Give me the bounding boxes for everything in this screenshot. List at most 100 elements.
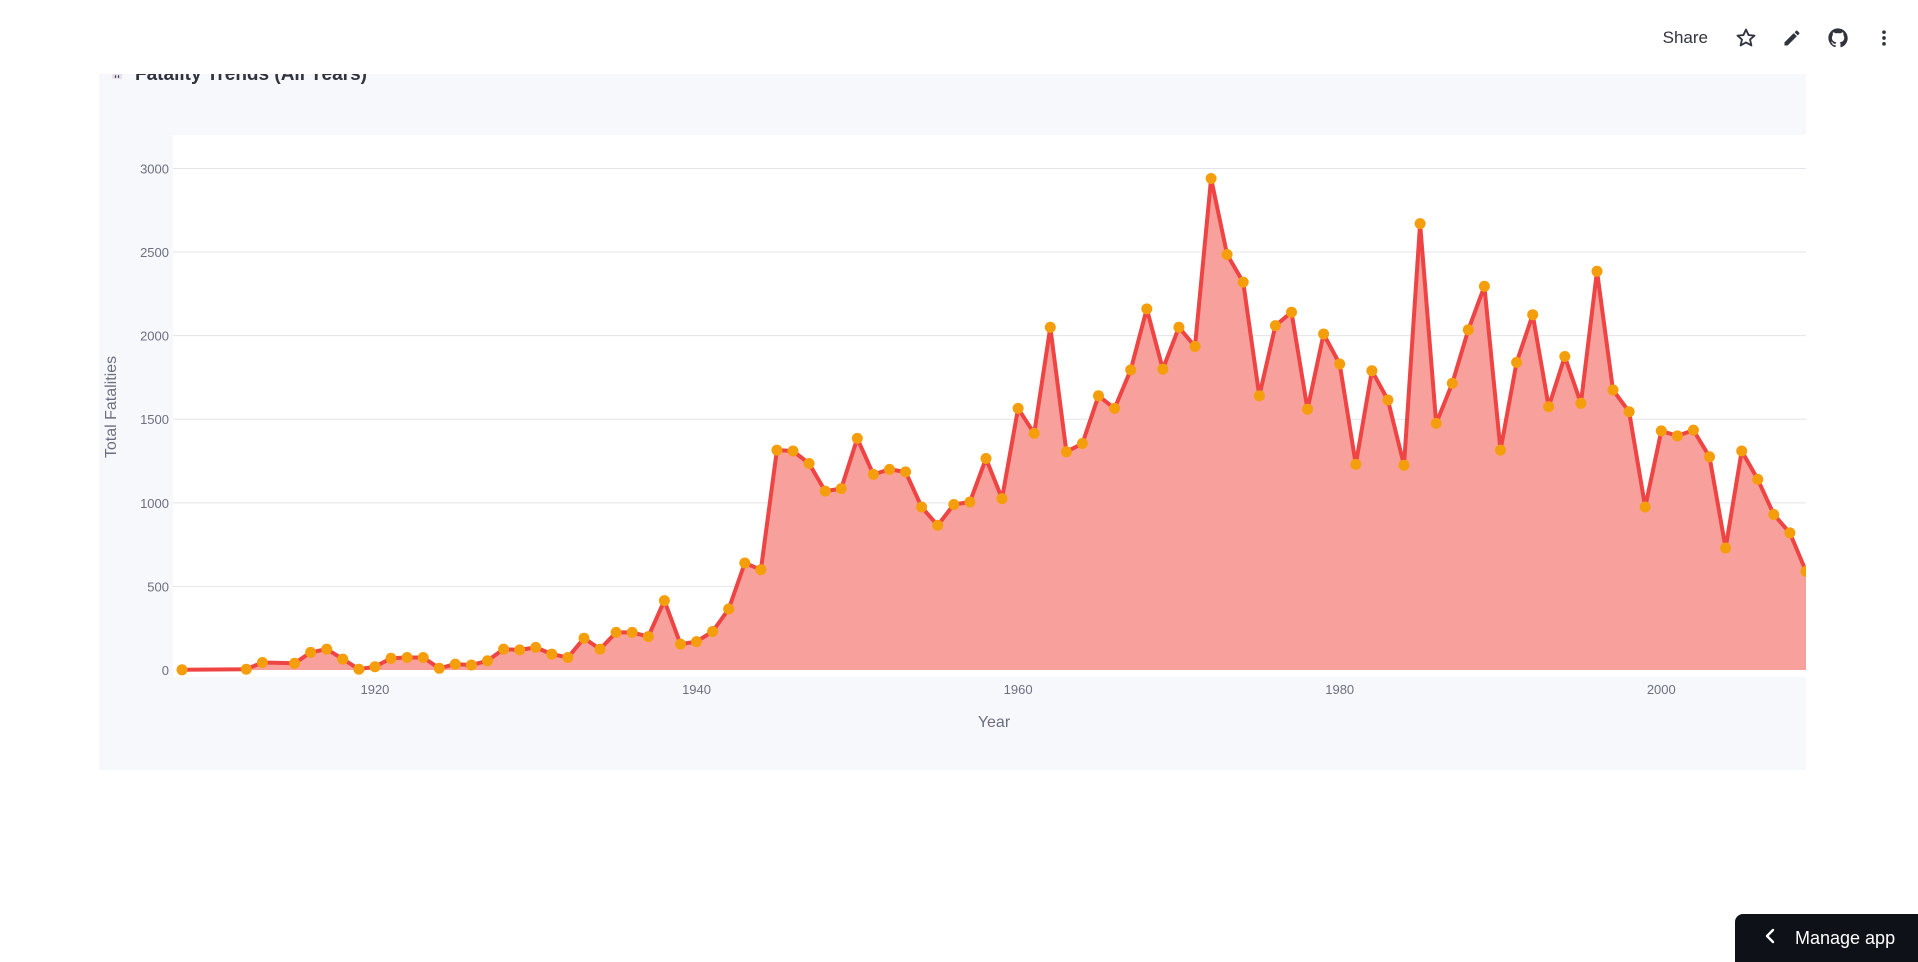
data-point[interactable] — [1398, 459, 1410, 471]
data-point[interactable] — [1752, 473, 1764, 485]
data-point[interactable] — [1623, 406, 1635, 418]
data-point[interactable] — [289, 657, 301, 669]
data-point[interactable] — [305, 646, 317, 658]
data-point[interactable] — [1093, 390, 1104, 402]
data-point[interactable] — [1173, 321, 1185, 333]
data-point[interactable] — [1076, 438, 1088, 449]
data-point[interactable] — [932, 519, 944, 531]
data-point[interactable] — [449, 658, 461, 670]
data-point[interactable] — [1318, 328, 1330, 340]
data-point[interactable] — [530, 641, 542, 653]
data-point[interactable] — [1720, 542, 1732, 554]
data-point[interactable] — [1607, 384, 1619, 396]
data-point[interactable] — [594, 643, 606, 655]
data-point[interactable] — [1221, 249, 1233, 260]
data-point[interactable] — [1591, 265, 1603, 277]
more-vertical-icon[interactable] — [1868, 22, 1900, 54]
data-point[interactable] — [1462, 324, 1474, 336]
data-point[interactable] — [691, 636, 702, 648]
data-point[interactable] — [1302, 403, 1313, 415]
data-point[interactable] — [1768, 509, 1780, 520]
data-point[interactable] — [465, 659, 477, 671]
data-point[interactable] — [1687, 424, 1699, 436]
data-point[interactable] — [658, 595, 670, 607]
manage-app-button[interactable]: Manage app — [1735, 914, 1918, 962]
data-point[interactable] — [996, 493, 1008, 505]
data-point[interactable] — [353, 663, 365, 675]
data-point[interactable] — [1559, 351, 1571, 362]
data-point[interactable] — [1446, 377, 1458, 389]
data-point[interactable] — [1414, 218, 1426, 230]
data-point[interactable] — [916, 501, 928, 513]
data-point[interactable] — [1141, 303, 1153, 315]
data-point[interactable] — [256, 657, 268, 668]
data-point[interactable] — [1334, 358, 1346, 370]
data-point[interactable] — [498, 643, 510, 655]
data-point[interactable] — [1012, 402, 1024, 414]
data-point[interactable] — [1350, 458, 1362, 470]
data-point[interactable] — [433, 662, 445, 674]
data-point[interactable] — [401, 652, 413, 663]
data-point[interactable] — [1237, 276, 1249, 288]
data-point[interactable] — [1125, 364, 1137, 376]
data-point[interactable] — [337, 653, 349, 665]
data-point[interactable] — [675, 638, 686, 650]
data-point[interactable] — [1205, 173, 1217, 184]
data-point[interactable] — [1286, 306, 1297, 318]
data-point[interactable] — [867, 468, 879, 480]
data-point[interactable] — [1157, 363, 1169, 375]
star-icon[interactable] — [1730, 22, 1762, 54]
data-point[interactable] — [1527, 309, 1539, 321]
data-point[interactable] — [1495, 444, 1506, 456]
data-point[interactable] — [546, 648, 558, 660]
data-point[interactable] — [964, 496, 976, 508]
data-point[interactable] — [771, 444, 783, 456]
data-point[interactable] — [948, 499, 960, 510]
data-point[interactable] — [884, 463, 895, 475]
data-point[interactable] — [1028, 427, 1040, 439]
data-point[interactable] — [1543, 401, 1555, 413]
data-point[interactable] — [642, 631, 654, 643]
data-point[interactable] — [787, 445, 799, 457]
data-point[interactable] — [1044, 321, 1056, 333]
data-point[interactable] — [707, 626, 719, 637]
share-button[interactable]: Share — [1655, 24, 1716, 52]
data-point[interactable] — [482, 655, 493, 667]
data-point[interactable] — [1736, 445, 1748, 457]
data-point[interactable] — [240, 663, 252, 675]
data-point[interactable] — [739, 557, 751, 569]
data-point[interactable] — [626, 626, 638, 638]
data-point[interactable] — [562, 652, 574, 663]
data-point[interactable] — [980, 453, 992, 464]
data-point[interactable] — [835, 483, 847, 495]
github-icon[interactable] — [1822, 22, 1854, 54]
data-point[interactable] — [1189, 341, 1201, 352]
data-point[interactable] — [1784, 527, 1796, 539]
data-point[interactable] — [1655, 425, 1667, 437]
data-point[interactable] — [1575, 397, 1587, 409]
pencil-icon[interactable] — [1776, 22, 1808, 54]
data-point[interactable] — [1704, 451, 1715, 463]
data-point[interactable] — [819, 485, 831, 497]
data-point[interactable] — [1671, 430, 1683, 442]
data-point[interactable] — [1060, 446, 1072, 458]
data-point[interactable] — [1639, 501, 1651, 513]
data-point[interactable] — [321, 643, 333, 655]
data-point[interactable] — [1382, 394, 1394, 406]
data-point[interactable] — [610, 626, 622, 638]
data-point[interactable] — [1430, 417, 1442, 429]
data-point[interactable] — [514, 644, 526, 656]
data-point[interactable] — [755, 564, 767, 576]
data-point[interactable] — [1366, 365, 1378, 377]
data-point[interactable] — [1511, 356, 1523, 368]
data-point[interactable] — [1253, 390, 1265, 402]
data-point[interactable] — [385, 652, 397, 664]
data-point[interactable] — [723, 603, 735, 615]
data-point[interactable] — [1109, 402, 1121, 414]
data-point[interactable] — [803, 458, 815, 469]
data-point[interactable] — [176, 664, 188, 676]
data-point[interactable] — [417, 652, 429, 663]
data-point[interactable] — [900, 466, 912, 478]
data-point[interactable] — [369, 661, 381, 673]
data-point[interactable] — [1478, 280, 1490, 292]
